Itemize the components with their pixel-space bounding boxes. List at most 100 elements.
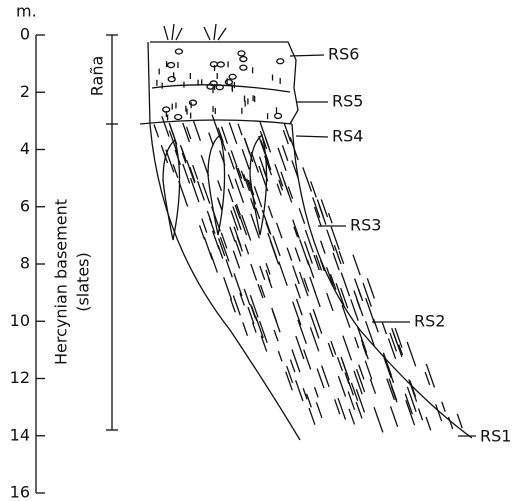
slate-hatch [330, 340, 337, 355]
slate-hatch [341, 304, 351, 328]
slate-hatch [315, 402, 323, 419]
pebble [224, 78, 234, 86]
pebble [239, 64, 248, 71]
slate-hatch [303, 277, 310, 292]
slate-hatch [201, 182, 211, 204]
slate-hatch [249, 295, 259, 318]
sample-label: RS5 [332, 92, 363, 111]
slate-hatch [289, 137, 299, 161]
slate-hatch [180, 146, 187, 160]
slate-hatch [234, 204, 241, 219]
slate-hatch [356, 326, 368, 353]
unit-label: (slates) [74, 252, 93, 312]
slate-hatch [235, 166, 245, 189]
slate-hatch [275, 222, 283, 239]
slate-hatch [321, 365, 330, 388]
slate-hatch [387, 338, 397, 360]
slate-hatch [309, 327, 320, 352]
slate-hatch [286, 365, 294, 383]
weathering-tongue [162, 138, 181, 241]
slate-hatch [342, 335, 353, 361]
slate-hatch [259, 284, 266, 298]
slate-hatch [310, 181, 317, 198]
slate-hatch [161, 116, 170, 137]
slate-hatch [358, 364, 365, 380]
slate-hatch [181, 152, 187, 164]
slate-hatch [298, 271, 309, 297]
slate-hatch [294, 247, 301, 262]
slate-hatch [229, 226, 236, 242]
slate-hatch [265, 262, 271, 275]
slate-hatch [282, 129, 289, 145]
slate-hatch [178, 180, 189, 207]
slate-hatch [201, 218, 208, 233]
slate-hatch [239, 215, 248, 236]
slate-hatch [398, 344, 404, 356]
slate-hatch [291, 349, 301, 373]
slate-hatch [319, 240, 326, 254]
slate-hatch [230, 210, 239, 231]
slate-hatch [291, 160, 300, 180]
pebble [276, 58, 285, 65]
slate-hatch [293, 226, 299, 238]
slate-hatch [280, 171, 290, 194]
slate-hatch [240, 170, 246, 182]
slate-hatch [333, 244, 342, 265]
slate-hatch [382, 352, 392, 376]
slate-hatch [314, 291, 321, 308]
pebble [228, 73, 237, 80]
slate-hatch [169, 123, 176, 140]
slate-hatch [313, 254, 320, 271]
pebble [273, 112, 283, 120]
slate-hatch [306, 259, 315, 279]
slate-hatch [277, 350, 283, 362]
slate-hatch [297, 319, 307, 345]
slate-hatch [366, 278, 376, 299]
slate-hatch [258, 320, 268, 343]
slate-hatch [441, 401, 446, 412]
slate-hatch [347, 391, 356, 410]
slate-hatch [227, 152, 235, 170]
slate-hatch [192, 120, 202, 141]
slate-hatch [237, 123, 243, 136]
slate-hatch [255, 207, 261, 220]
slate-hatch [334, 399, 341, 415]
slate-hatch [230, 150, 238, 168]
slate-hatch [237, 167, 243, 179]
slate-hatch [168, 130, 179, 156]
slate-hatch [340, 272, 351, 297]
slate-hatch [447, 416, 454, 430]
slate-hatch [259, 265, 266, 281]
slate-hatch [274, 163, 284, 187]
pebble [174, 48, 184, 55]
tick-label: 8 [20, 254, 30, 273]
slate-hatch [354, 336, 360, 349]
slate-hatch [228, 122, 238, 145]
slate-hatch [267, 232, 278, 259]
sample-label: RS6 [328, 45, 359, 64]
slate-hatch [389, 332, 398, 352]
slate-hatch [234, 240, 242, 257]
slate-hatch [272, 235, 281, 257]
slate-hatch [425, 416, 432, 431]
slate-hatch [185, 126, 192, 140]
slate-hatch [312, 197, 321, 218]
slate-hatch [381, 322, 388, 335]
slate-hatch [350, 299, 359, 321]
slate-hatch [357, 289, 364, 302]
slate-hatch [253, 186, 263, 208]
slate-hatch [338, 250, 345, 265]
slate-hatch [292, 301, 302, 326]
sample-label: RS4 [332, 127, 363, 146]
tick-label: 14 [10, 425, 30, 444]
sample-label: RS1 [480, 427, 511, 446]
slate-hatch [285, 371, 293, 391]
slate-hatch [209, 252, 218, 273]
slate-hatch [389, 406, 399, 428]
slate-hatch [258, 156, 268, 179]
slate-hatch [217, 127, 224, 143]
slate-hatch [295, 379, 304, 402]
rock-texture [153, 48, 463, 433]
slate-hatch [302, 388, 308, 400]
